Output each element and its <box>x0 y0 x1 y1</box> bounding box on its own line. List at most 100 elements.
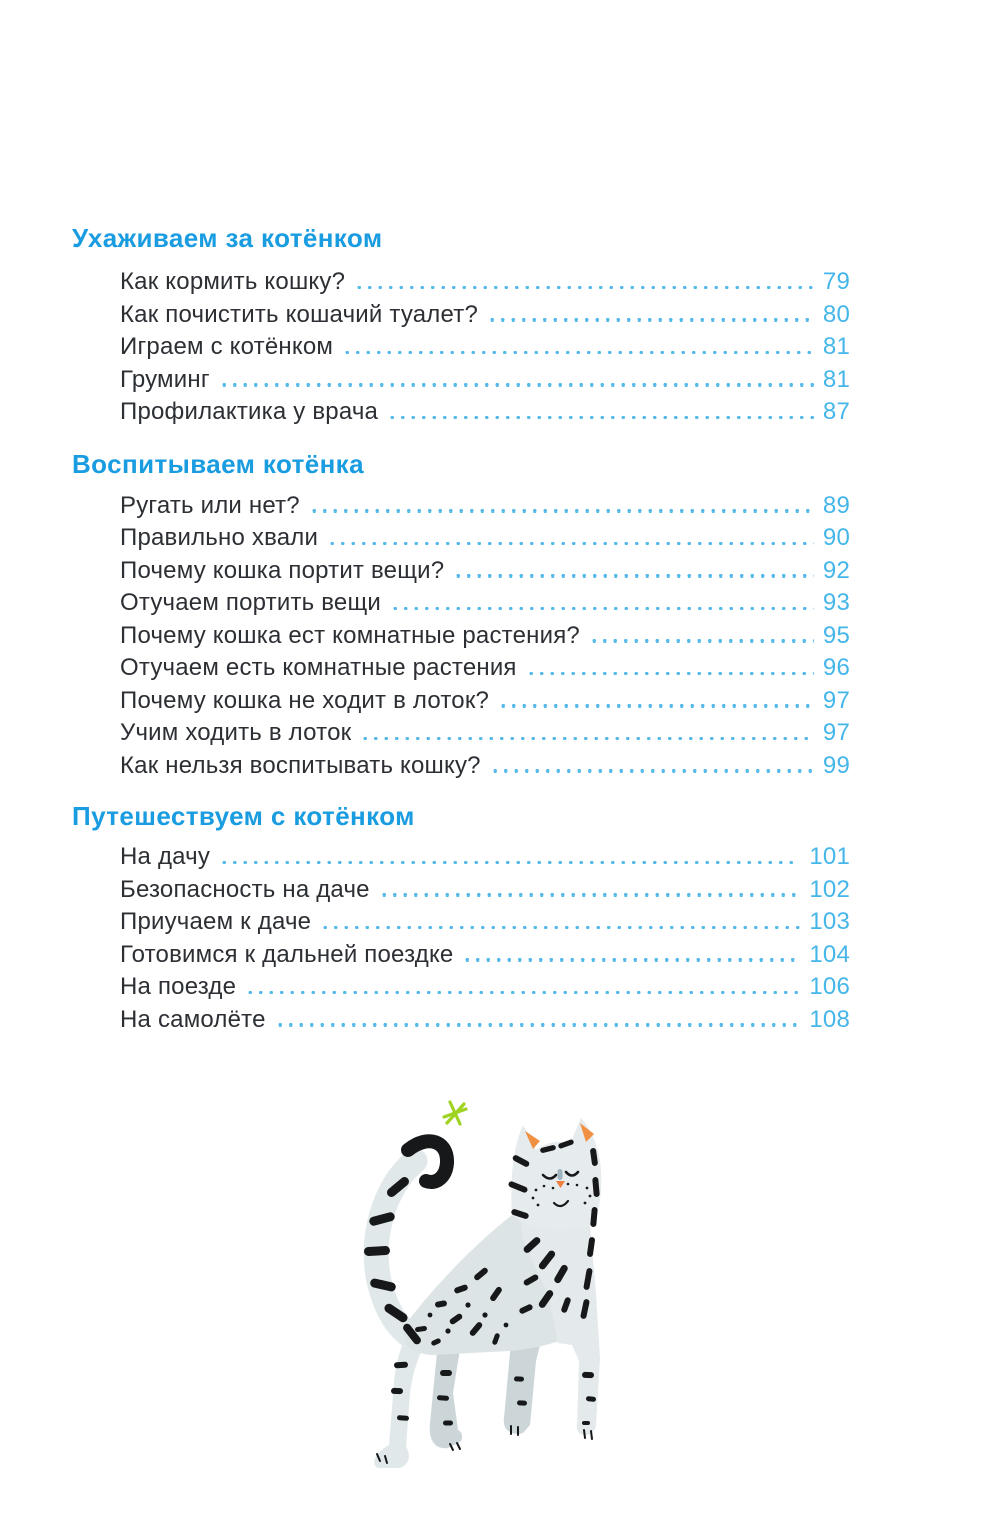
toc-entry-page: 101 <box>809 843 850 870</box>
toc-entry-title: Как нельзя воспитывать кошку? <box>120 751 481 779</box>
toc-entry: Отучаем портить вещи 93 <box>120 587 850 620</box>
dot-leader <box>462 958 801 962</box>
toc-entry-title: Профилактика у врача <box>120 398 379 425</box>
dot-leader <box>525 671 814 675</box>
toc-entry-page: 80 <box>822 300 850 328</box>
cat-ear-inner <box>525 1123 594 1149</box>
toc-entry-title: На поезде <box>120 973 237 1000</box>
toc-entry: Играем с котёнком 81 <box>120 331 850 364</box>
toc-entry: Почему кошка ест комнатные растения? 95 <box>120 620 850 653</box>
entry-list: Ругать или нет? 89 Правильно хвали 90 Поче… <box>72 490 850 783</box>
dot-leader <box>360 736 814 740</box>
toc-entry: На поезде 106 <box>120 971 850 1004</box>
section-heading: Воспитываем котёнка <box>72 448 364 479</box>
toc-entry-page: 103 <box>809 908 850 935</box>
cat-tail-tip <box>401 1134 454 1189</box>
section-heading: Путешествуем с котёнком <box>72 801 415 831</box>
toc-section-care: Ухаживаем за котёнком Как кормить кошку?… <box>72 222 850 429</box>
entry-list: На дачу 101 Безопасность на даче 102 Приуч… <box>72 841 850 1036</box>
toc-entry-title: Как кормить кошку? <box>120 268 346 295</box>
green-star-icon <box>442 1100 468 1126</box>
entry-list: Как кормить кошку? 79 Как почистить кошач… <box>72 266 850 429</box>
toc-entry-page: 95 <box>822 621 850 649</box>
dot-leader <box>274 1023 801 1027</box>
toc-section-upbringing: Воспитываем котёнка Ругать или нет? 89 Пр… <box>72 448 850 783</box>
toc-entry-page: 104 <box>809 940 850 968</box>
table-of-contents: Ухаживаем за котёнком Как кормить кошку?… <box>72 222 850 1036</box>
cat-toes <box>376 1425 593 1464</box>
toc-entry: Груминг 81 <box>120 364 850 397</box>
toc-entry-title: Приучаем к даче <box>120 908 312 935</box>
toc-entry-page: 87 <box>822 398 850 425</box>
toc-entry: Правильно хвали 90 <box>120 522 850 555</box>
toc-entry-page: 108 <box>809 1005 850 1033</box>
toc-entry: Приучаем к даче 103 <box>120 906 850 939</box>
toc-entry-page: 92 <box>822 556 850 584</box>
dot-leader <box>245 990 801 994</box>
toc-entry: Как почистить кошачий туалет? 80 <box>120 299 850 332</box>
cat-front-far-leg <box>503 1331 542 1434</box>
dot-leader <box>219 860 801 864</box>
toc-entry-page: 90 <box>822 524 850 551</box>
toc-entry: Почему кошка не ходит в лоток? 97 <box>120 685 850 718</box>
toc-entry: На самолёте 108 <box>120 1004 850 1037</box>
toc-entry-title: На самолёте <box>120 1005 266 1033</box>
cat-markings <box>364 1139 600 1426</box>
toc-section-travel: Путешествуем с котёнком На дачу 101 Безоп… <box>72 800 850 1036</box>
toc-entry-page: 79 <box>822 268 850 295</box>
toc-entry: Ругать или нет? 89 <box>120 490 850 523</box>
toc-entry-page: 102 <box>809 875 850 903</box>
toc-entry: Отучаем есть комнатные растения 96 <box>120 652 850 685</box>
dot-leader <box>453 574 814 578</box>
section-heading: Ухаживаем за котёнком <box>72 223 383 253</box>
toc-entry-page: 93 <box>822 589 850 616</box>
toc-entry-page: 81 <box>822 365 850 393</box>
dot-leader <box>390 606 814 610</box>
toc-entry-page: 99 <box>822 751 850 779</box>
cat-illustration <box>360 1093 650 1489</box>
toc-entry-page: 81 <box>822 333 850 360</box>
toc-entry: Почему кошка портит вещи? 92 <box>120 555 850 588</box>
toc-entry: Профилактика у врача 87 <box>120 396 850 429</box>
toc-entry-title: Готовимся к дальней поездке <box>120 940 454 968</box>
cat-rear-far-leg <box>429 1343 463 1449</box>
toc-entry-page: 89 <box>822 491 850 519</box>
dot-leader <box>327 541 814 545</box>
toc-entry-page: 97 <box>822 686 850 714</box>
dot-leader <box>387 415 814 419</box>
dot-leader <box>308 509 814 513</box>
toc-entry-title: Ругать или нет? <box>120 491 300 519</box>
toc-entry-title: Играем с котёнком <box>120 333 334 360</box>
cat-face <box>531 1169 592 1208</box>
toc-entry: На дачу 101 <box>120 841 850 874</box>
toc-entry-title: Учим ходить в лоток <box>120 719 352 746</box>
toc-entry: Готовимся к дальней поездке 104 <box>120 939 850 972</box>
toc-entry: Как нельзя воспитывать кошку? 99 <box>120 750 850 783</box>
dot-leader <box>320 925 801 929</box>
toc-entry-title: Отучаем портить вещи <box>120 589 382 616</box>
dot-leader <box>489 769 814 773</box>
dot-leader <box>378 893 801 897</box>
toc-entry-title: Отучаем есть комнатные растения <box>120 654 517 681</box>
dot-leader <box>218 383 814 387</box>
toc-entry: Безопасность на даче 102 <box>120 874 850 907</box>
cat-nose <box>556 1181 565 1188</box>
toc-entry-title: Почему кошка не ходит в лоток? <box>120 686 490 714</box>
dot-leader <box>588 639 814 643</box>
toc-entry: Учим ходить в лоток 97 <box>120 717 850 750</box>
toc-entry-page: 97 <box>822 719 850 746</box>
dot-leader <box>487 318 814 322</box>
toc-entry: Как кормить кошку? 79 <box>120 266 850 299</box>
toc-entry-title: Почему кошка портит вещи? <box>120 556 445 584</box>
toc-entry-title: Правильно хвали <box>120 524 319 551</box>
dot-leader <box>498 704 814 708</box>
toc-entry-page: 106 <box>809 973 850 1000</box>
toc-entry-title: На дачу <box>120 843 211 870</box>
toc-entry-title: Груминг <box>120 365 210 393</box>
dot-leader <box>342 350 814 354</box>
toc-entry-title: Почему кошка ест комнатные растения? <box>120 621 580 649</box>
toc-entry-page: 96 <box>822 654 850 681</box>
toc-entry-title: Безопасность на даче <box>120 875 370 903</box>
dot-leader <box>354 285 814 289</box>
